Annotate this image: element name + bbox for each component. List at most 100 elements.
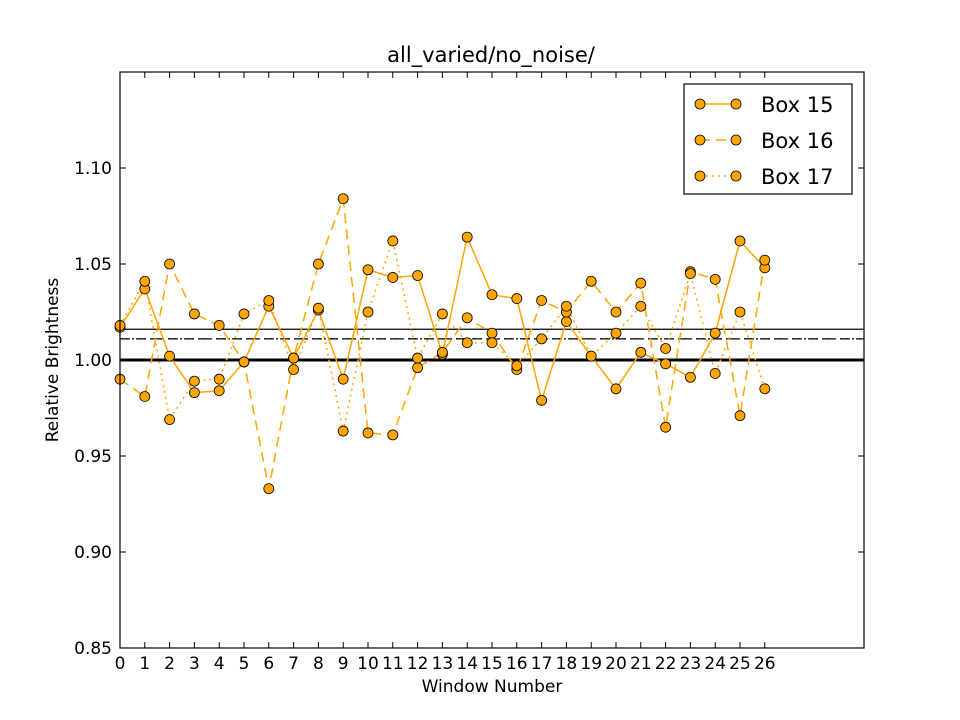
data-point [511,293,523,304]
data-point [188,375,200,387]
y-tick-label: 0.95 [74,447,112,467]
data-point [486,289,498,301]
data-point [362,306,374,318]
x-tick-label: 0 [115,654,126,674]
data-point [585,275,597,287]
legend-marker [730,134,742,146]
data-point [635,300,647,312]
x-tick-label: 4 [214,654,225,674]
x-tick-label: 1 [139,654,150,674]
x-tick-label: 8 [313,654,324,674]
data-point [213,320,225,331]
data-point [288,352,300,364]
x-tick-label: 5 [239,654,250,674]
x-tick-label: 19 [580,654,602,674]
data-point [263,483,275,495]
data-point [709,327,721,339]
x-axis-label: Window Number [422,677,563,697]
chart-title: all_varied/no_noise/ [387,43,596,68]
data-point [685,268,696,280]
legend-label: Box 16 [761,129,833,153]
data-point [461,312,473,324]
legend-marker [730,170,742,182]
legend-marker [730,98,742,110]
data-point [660,358,671,370]
data-point [337,193,349,205]
x-tick-label: 21 [630,654,652,674]
x-tick-label: 15 [481,654,503,674]
y-tick-label: 0.90 [74,543,112,563]
data-point [164,414,176,425]
legend-label: Box 15 [761,93,833,117]
x-tick-label: 25 [729,654,751,674]
data-point [213,373,225,385]
data-point [709,273,721,285]
data-point [561,316,572,328]
data-point [486,327,498,339]
y-tick-label: 1.00 [74,351,112,371]
axis-ticks [119,72,864,649]
data-point [610,383,622,395]
legend: Box 15 Box 16 Box 17 [683,83,853,195]
data-point [610,306,622,318]
data-point [263,295,275,306]
data-point [238,356,250,368]
data-point [164,350,176,362]
data-point [362,427,374,439]
data-point [436,308,448,320]
x-tick-label: 16 [506,654,528,674]
x-tick-label: 6 [263,654,274,674]
x-tick-label: 20 [605,654,627,674]
data-point [288,364,300,376]
legend-marker [694,170,706,182]
data-point [759,254,771,266]
x-tick-label: 11 [382,654,404,674]
data-point [461,231,473,243]
x-tick-label: 10 [357,654,379,674]
data-point [536,333,547,345]
data-point [610,327,622,339]
legend-marker [694,98,706,110]
data-point [188,308,200,320]
x-tick-label: 17 [531,654,553,674]
data-point [412,352,424,364]
data-point [511,360,523,372]
data-point [635,277,647,289]
x-tick-label: 13 [432,654,454,674]
x-tick-label: 26 [754,654,776,674]
data-point [362,264,374,276]
legend-label: Box 17 [761,165,833,189]
data-point [486,337,498,349]
data-point [337,373,349,385]
x-tick-label: 24 [704,654,726,674]
data-point [164,258,176,270]
data-point [759,383,771,395]
data-point [238,308,250,320]
data-point [387,272,399,283]
data-point [387,235,399,247]
x-tick-labels: 0 1 2 3 4 5 6 7 8 9 10 11 12 13 14 15 16 17 18 19 20 21 22 23 24… [115,654,776,674]
data-point [660,343,671,354]
data-point [660,421,671,433]
x-tick-label: 23 [680,654,702,674]
data-point [412,362,424,374]
y-tick-label: 0.85 [74,639,112,659]
data-point [461,337,473,349]
data-point [734,306,746,318]
data-point [561,300,572,312]
legend-marker [694,134,706,146]
legend-frame [683,83,853,195]
data-point [709,368,721,379]
data-point [734,410,746,422]
series-markers [114,193,771,495]
data-point [139,391,151,402]
data-point [312,302,324,314]
y-tick-labels: 0.85 0.90 0.95 1.00 1.05 1.10 [74,159,112,659]
x-tick-label: 14 [456,654,478,674]
x-tick-label: 22 [655,654,677,674]
data-point [734,235,746,247]
data-point [436,346,448,358]
y-tick-label: 1.05 [74,255,112,275]
data-point [213,385,225,397]
